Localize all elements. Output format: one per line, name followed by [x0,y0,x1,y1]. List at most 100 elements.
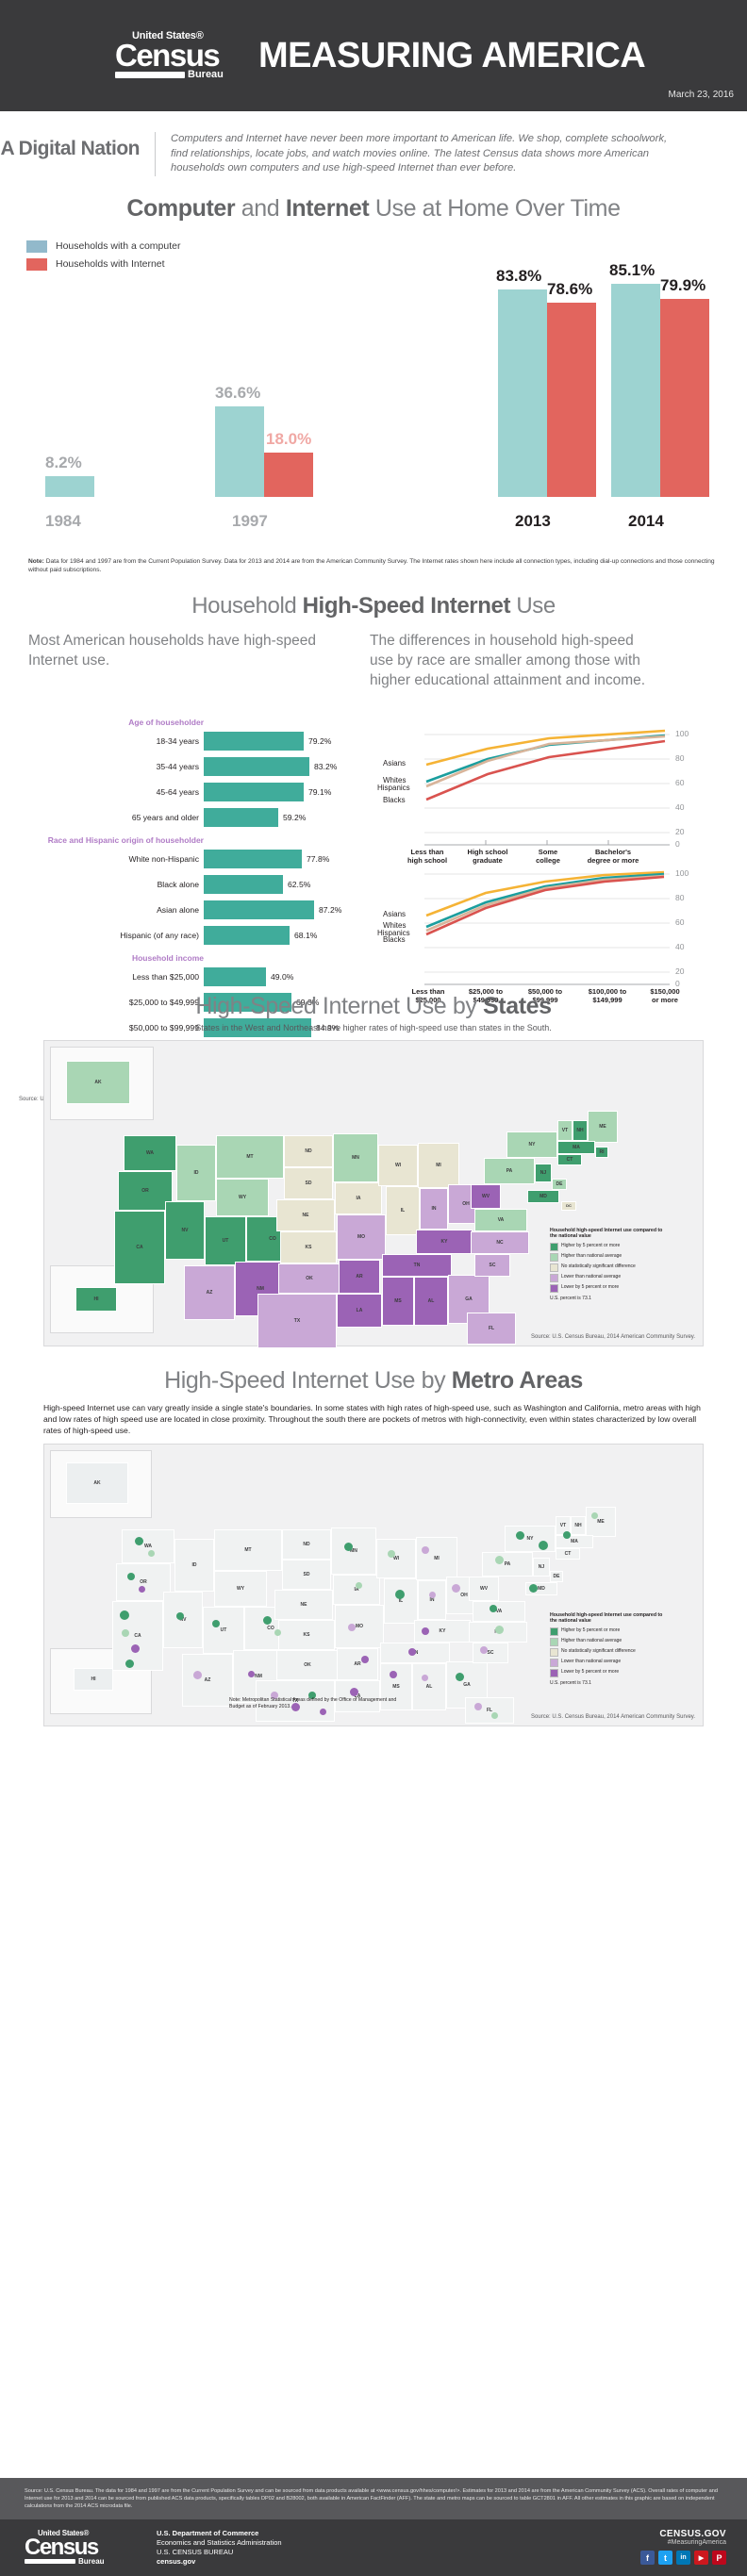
state-MA[interactable]: MA [557,1140,595,1154]
state-AR[interactable]: AR [339,1259,380,1294]
state-KS[interactable]: KS [280,1230,337,1263]
state-HI[interactable]: HI [75,1286,117,1312]
metro-dot[interactable] [212,1619,220,1627]
state-NC[interactable]: NC [471,1230,529,1254]
pinterest-icon[interactable]: P [712,2551,726,2565]
state-DC[interactable]: DC [561,1200,576,1211]
metro-dot[interactable] [291,1702,300,1711]
metro-dot[interactable] [422,1545,429,1554]
metro-state-VA[interactable]: VA [473,1600,525,1622]
metro-state-ND[interactable]: ND [282,1528,331,1560]
metro-dot[interactable] [148,1549,155,1557]
metro-dot[interactable] [516,1530,524,1540]
metro-dot[interactable] [344,1542,353,1551]
metro-state-IN[interactable]: IN [418,1579,446,1620]
twitter-icon[interactable]: t [658,2551,672,2565]
metro-dot[interactable] [263,1615,272,1625]
metro-dot[interactable] [456,1672,464,1681]
metro-state-NJ[interactable]: NJ [533,1557,550,1577]
state-AL[interactable]: AL [414,1276,448,1326]
footer-census-gov[interactable]: CENSUS.GOV [659,2529,726,2539]
state-FL[interactable]: FL [467,1312,516,1345]
state-NV[interactable]: NV [165,1200,205,1260]
state-MD[interactable]: MD [527,1189,559,1203]
state-WV[interactable]: WV [471,1183,501,1209]
metro-state-IL[interactable]: IL [384,1577,418,1624]
state-WY[interactable]: WY [216,1178,269,1216]
metro-dot[interactable] [274,1628,281,1636]
state-AZ[interactable]: AZ [184,1264,235,1320]
state-IN[interactable]: IN [420,1187,448,1230]
metro-state-NH[interactable]: NH [571,1515,586,1535]
metro-dot[interactable] [320,1708,326,1715]
metro-dot[interactable] [193,1670,202,1679]
state-DE[interactable]: DE [552,1178,567,1190]
metro-state-WI[interactable]: WI [376,1538,416,1578]
metro-dot[interactable] [495,1625,504,1634]
metro-state-HI[interactable]: HI [74,1667,113,1691]
metro-dot[interactable] [452,1583,460,1593]
state-MO[interactable]: MO [337,1214,386,1260]
metro-dot[interactable] [350,1687,358,1696]
metro-dot[interactable] [529,1583,538,1593]
metro-state-NY[interactable]: NY [505,1525,556,1552]
metro-dot[interactable] [248,1670,255,1677]
metro-state-AK[interactable]: AK [66,1461,128,1504]
metro-dot[interactable] [120,1610,129,1620]
metro-state-NE[interactable]: NE [274,1589,333,1620]
metro-dot[interactable] [139,1585,145,1593]
metro-state-MS[interactable]: MS [380,1662,412,1710]
metro-dot[interactable] [135,1536,143,1545]
metro-dot[interactable] [348,1623,356,1631]
state-UT[interactable]: UT [205,1215,246,1265]
metro-state-ME[interactable]: ME [586,1506,616,1537]
metro-state-LA[interactable]: LA [335,1679,380,1712]
metro-dot[interactable] [308,1691,316,1699]
state-IA[interactable]: IA [335,1181,382,1214]
metro-state-CT[interactable]: CT [556,1547,580,1560]
metro-choropleth-map[interactable]: AK HI WA OR CA NV ID MT WY UT CO AZ NM N… [43,1443,704,1726]
metro-dot[interactable] [495,1555,504,1564]
state-VA[interactable]: VA [474,1208,527,1231]
state-ID[interactable]: ID [176,1144,216,1201]
metro-dot[interactable] [122,1628,129,1637]
state-CA[interactable]: CA [114,1210,165,1284]
states-choropleth-map[interactable]: AK HI WA OR CA NV ID MT WY UT CO AZ NM N… [43,1039,704,1348]
metro-dot[interactable] [176,1611,184,1620]
metro-dot[interactable] [474,1702,482,1710]
state-RI[interactable]: RI [595,1146,608,1158]
metro-state-SD[interactable]: SD [282,1559,331,1590]
metro-dot[interactable] [271,1691,278,1699]
metro-dot[interactable] [388,1549,395,1558]
state-KY[interactable]: KY [416,1229,473,1254]
metro-state-PA[interactable]: PA [482,1551,533,1577]
state-VT[interactable]: VT [557,1119,573,1141]
metro-dot[interactable] [591,1511,598,1519]
state-OK[interactable]: OK [278,1263,340,1294]
metro-state-ID[interactable]: ID [174,1538,214,1592]
metro-state-NV[interactable]: NV [163,1591,203,1648]
metro-state-UT[interactable]: UT [203,1606,244,1654]
metro-dot[interactable] [390,1670,397,1678]
state-PA[interactable]: PA [484,1157,535,1184]
state-TN[interactable]: TN [382,1253,452,1277]
metro-state-IA[interactable]: IA [333,1574,380,1605]
facebook-icon[interactable]: f [640,2551,655,2565]
metro-dot[interactable] [131,1643,140,1653]
state-SD[interactable]: SD [284,1166,333,1199]
state-MI[interactable]: MI [418,1142,459,1188]
footer-dept-url[interactable]: census.gov [157,2557,196,2566]
metro-dot[interactable] [490,1604,497,1612]
metro-dot[interactable] [127,1572,135,1580]
metro-dot[interactable] [408,1647,416,1656]
metro-state-WV[interactable]: WV [469,1576,499,1601]
metro-dot[interactable] [125,1659,134,1668]
metro-state-MI[interactable]: MI [416,1536,457,1580]
state-MN[interactable]: MN [333,1132,378,1182]
metro-dot[interactable] [395,1589,405,1599]
metro-dot[interactable] [491,1711,498,1719]
youtube-icon[interactable]: ▶ [694,2551,708,2565]
state-NY[interactable]: NY [506,1131,557,1158]
linkedin-icon[interactable]: in [676,2551,690,2565]
metro-dot[interactable] [361,1655,369,1663]
